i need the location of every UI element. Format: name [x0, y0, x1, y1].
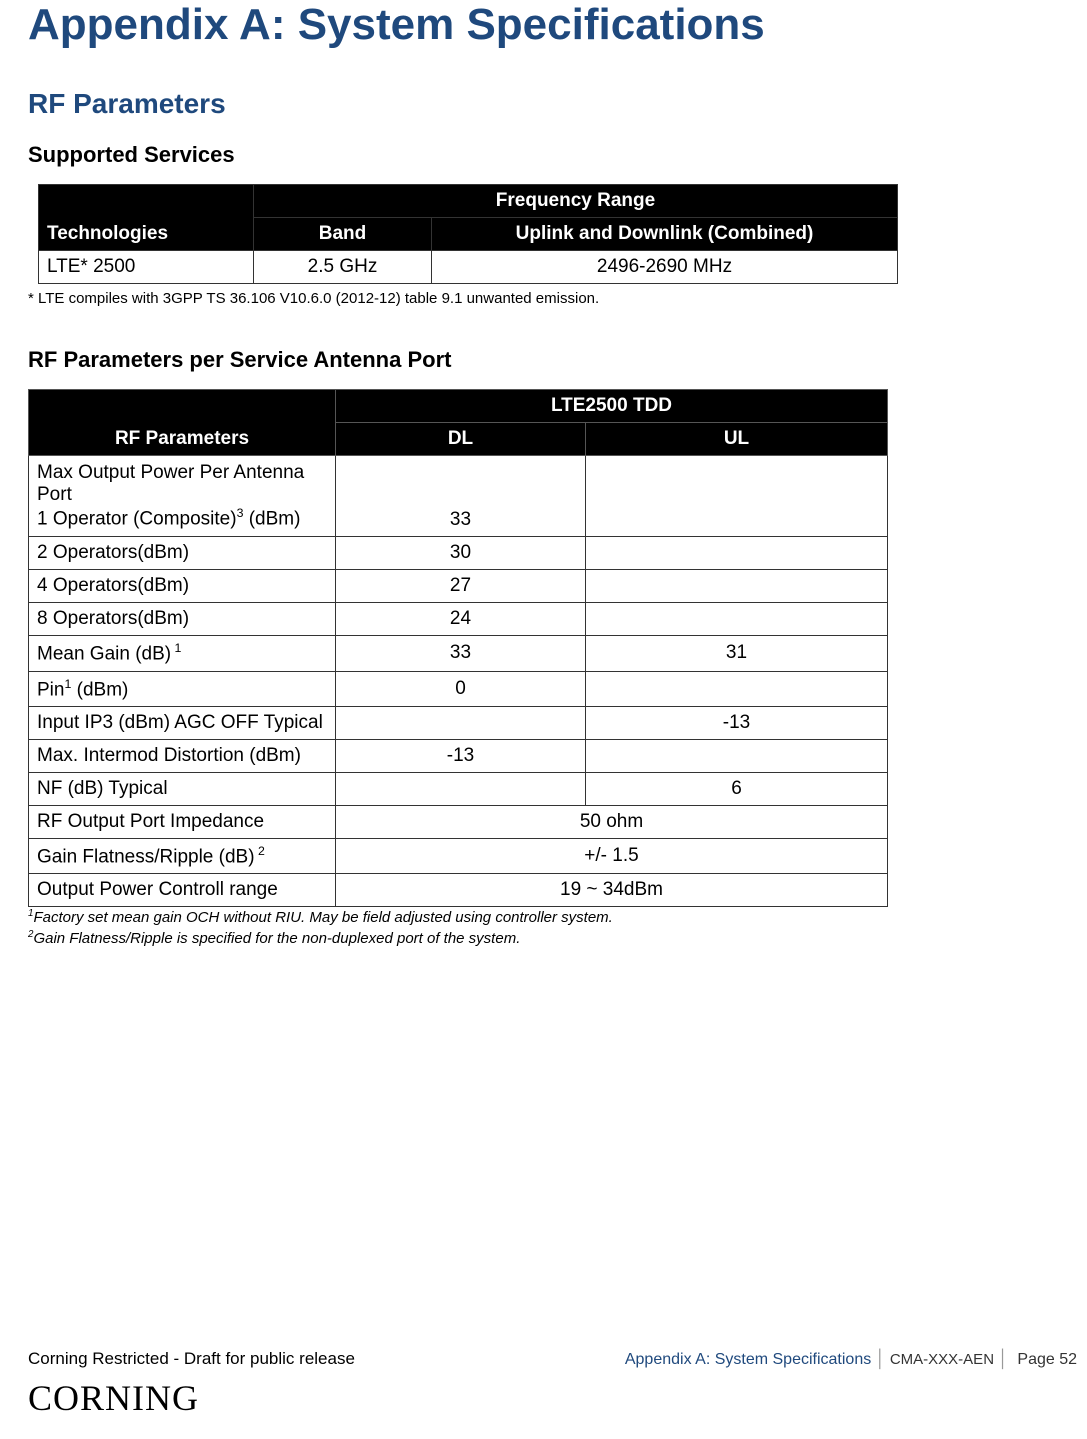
param-text: Pin — [37, 679, 64, 700]
cell-ul: -13 — [586, 706, 888, 739]
table-footnote: 2Gain Flatness/Ripple is specified for t… — [28, 928, 1059, 949]
cell-dl: 30 — [336, 537, 586, 570]
cell-dl: -13 — [336, 739, 586, 772]
table-row: RF Output Port Impedance 50 ohm — [29, 805, 888, 838]
cell-range: 2496-2690 MHz — [432, 251, 898, 284]
cell-ul — [586, 671, 888, 706]
cell-band: 2.5 GHz — [254, 251, 432, 284]
param-text: (dBm) — [71, 679, 128, 700]
footnote-text: Factory set mean gain OCH without RIU. M… — [33, 909, 612, 926]
cell-technology: LTE* 2500 — [39, 251, 254, 284]
param-text: (dBm) — [243, 508, 300, 529]
cell-ul — [586, 537, 888, 570]
table-row: Max Output Power Per Antenna Port 1 Oper… — [29, 456, 888, 537]
footer-page-number: Page 52 — [1017, 1351, 1077, 1368]
cell-param: RF Output Port Impedance — [29, 805, 336, 838]
cell-param: 2 Operators(dBm) — [29, 537, 336, 570]
footer-doc-number: CMA-XXX-AEN — [890, 1351, 994, 1368]
section-heading: RF Parameters — [28, 88, 1059, 120]
cell-param: Output Power Controll range — [29, 874, 336, 907]
table-header-row: RF Parameters LTE2500 TDD — [29, 390, 888, 423]
cell-ul — [586, 739, 888, 772]
cell-merged: 50 ohm — [336, 805, 888, 838]
table-row: 8 Operators(dBm) 24 — [29, 603, 888, 636]
param-text: Max Output Power Per Antenna Port — [37, 462, 304, 505]
cell-dl: 0 — [336, 671, 586, 706]
col-ul: UL — [586, 423, 888, 456]
footnote-text: Gain Flatness/Ripple is specified for th… — [33, 930, 520, 947]
footer-classification: Corning Restricted - Draft for public re… — [28, 1349, 355, 1369]
subsection-heading: Supported Services — [28, 142, 1059, 168]
cell-param: Max. Intermod Distortion (dBm) — [29, 739, 336, 772]
table-footnote: 1Factory set mean gain OCH without RIU. … — [28, 907, 1059, 928]
table-row: NF (dB) Typical 6 — [29, 772, 888, 805]
table-row: 4 Operators(dBm) 27 — [29, 570, 888, 603]
footer-right: Appendix A: System Specifications│CMA-XX… — [625, 1349, 1077, 1369]
separator-icon: │ — [875, 1349, 886, 1368]
cell-ul — [586, 570, 888, 603]
cell-dl: 33 — [336, 456, 586, 537]
table-row: Pin1 (dBm) 0 — [29, 671, 888, 706]
cell-param: 4 Operators(dBm) — [29, 570, 336, 603]
supported-services-table: Technologies Frequency Range Band Uplink… — [38, 184, 898, 284]
cell-param: Gain Flatness/Ripple (dB) 2 — [29, 838, 336, 873]
cell-merged: 19 ~ 34dBm — [336, 874, 888, 907]
col-rf-parameters: RF Parameters — [29, 390, 336, 456]
table-row: LTE* 2500 2.5 GHz 2496-2690 MHz — [39, 251, 898, 284]
cell-ul — [586, 456, 888, 537]
cell-ul: 6 — [586, 772, 888, 805]
table-header-row: Technologies Frequency Range — [39, 185, 898, 218]
cell-dl — [336, 706, 586, 739]
table-row: Mean Gain (dB) 1 33 31 — [29, 636, 888, 671]
col-uplink-downlink: Uplink and Downlink (Combined) — [432, 218, 898, 251]
table-footnote: * LTE compiles with 3GPP TS 36.106 V10.6… — [28, 290, 1059, 307]
cell-ul: 31 — [586, 636, 888, 671]
cell-ul — [586, 603, 888, 636]
footer-appendix: Appendix A: System Specifications — [625, 1351, 871, 1368]
cell-dl: 24 — [336, 603, 586, 636]
col-lte2500-tdd: LTE2500 TDD — [336, 390, 888, 423]
cell-param: NF (dB) Typical — [29, 772, 336, 805]
cell-dl: 27 — [336, 570, 586, 603]
page-title: Appendix A: System Specifications — [28, 0, 1059, 50]
subsection-heading: RF Parameters per Service Antenna Port — [28, 347, 1059, 373]
corning-logo: CORNING — [28, 1377, 1077, 1419]
col-dl: DL — [336, 423, 586, 456]
table-row: Gain Flatness/Ripple (dB) 2 +/- 1.5 — [29, 838, 888, 873]
col-band: Band — [254, 218, 432, 251]
superscript: 1 — [171, 641, 181, 655]
param-text: Mean Gain (dB) — [37, 644, 171, 665]
cell-param: Mean Gain (dB) 1 — [29, 636, 336, 671]
cell-dl — [336, 772, 586, 805]
col-technologies: Technologies — [39, 185, 254, 251]
table-row: Output Power Controll range 19 ~ 34dBm — [29, 874, 888, 907]
cell-merged: +/- 1.5 — [336, 838, 888, 873]
table-row: Input IP3 (dBm) AGC OFF Typical -13 — [29, 706, 888, 739]
col-frequency-range: Frequency Range — [254, 185, 898, 218]
param-text: 1 Operator (Composite) — [37, 508, 237, 529]
cell-param: Input IP3 (dBm) AGC OFF Typical — [29, 706, 336, 739]
superscript: 2 — [255, 844, 265, 858]
cell-param: Pin1 (dBm) — [29, 671, 336, 706]
cell-dl: 33 — [336, 636, 586, 671]
page-footer: Corning Restricted - Draft for public re… — [0, 1349, 1087, 1419]
table-row: 2 Operators(dBm) 30 — [29, 537, 888, 570]
param-text: Gain Flatness/Ripple (dB) — [37, 846, 255, 867]
cell-param: 8 Operators(dBm) — [29, 603, 336, 636]
table-row: Max. Intermod Distortion (dBm) -13 — [29, 739, 888, 772]
separator-icon: │ — [998, 1349, 1009, 1368]
cell-param: Max Output Power Per Antenna Port 1 Oper… — [29, 456, 336, 537]
rf-parameters-table: RF Parameters LTE2500 TDD DL UL Max Outp… — [28, 389, 888, 907]
